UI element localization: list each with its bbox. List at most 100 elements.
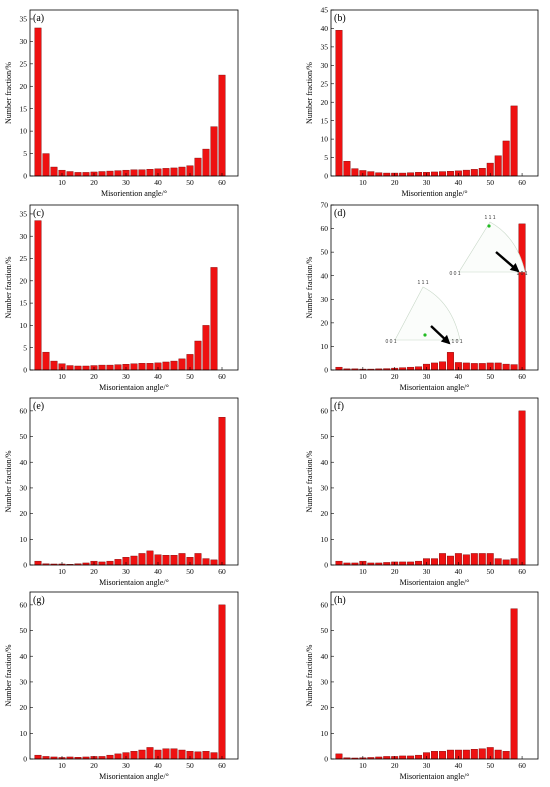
ipf-inset: 1 1 1 0 0 1 1 0 1 <box>449 215 527 277</box>
y-tick-label: 10 <box>20 535 28 544</box>
arrow <box>430 325 451 345</box>
x-tick-label: 50 <box>486 761 494 770</box>
bar <box>178 749 186 760</box>
bar <box>34 754 42 760</box>
bar <box>431 751 438 760</box>
x-tick-label: 10 <box>359 178 367 187</box>
y-tick-label: 20 <box>20 509 28 518</box>
y-tick-label: 35 <box>321 42 329 51</box>
x-tick-label: 40 <box>455 372 463 381</box>
x-tick-label: 40 <box>455 178 463 187</box>
x-tick-label: 60 <box>218 761 226 770</box>
bar <box>178 166 186 177</box>
plot-frame <box>29 591 239 760</box>
y-tick-label: 40 <box>20 652 28 661</box>
x-tick-label: 30 <box>423 761 431 770</box>
y-tick-label: 20 <box>321 98 329 107</box>
bar <box>407 561 415 566</box>
x-tick-label: 30 <box>423 178 431 187</box>
bar <box>431 558 438 566</box>
x-tick-label: 20 <box>90 178 98 187</box>
bar <box>138 169 146 177</box>
y-tick-label: 20 <box>20 82 28 91</box>
bar <box>415 172 423 177</box>
y-tick-label: 15 <box>20 299 28 308</box>
bar <box>218 604 226 760</box>
bar <box>210 267 218 371</box>
bar <box>106 364 114 371</box>
x-axis-label: Misorientaion angle/° <box>99 772 169 781</box>
y-tick-label: 40 <box>321 652 329 661</box>
panel-label: (g) <box>33 595 45 606</box>
chart-panel-4: 10 20 30 40 50 60 0 10 20 30 40 50 60 70 Misorientaion… <box>305 201 539 392</box>
bar <box>502 559 510 566</box>
bar <box>510 105 518 177</box>
y-tick-label: 30 <box>321 61 329 70</box>
y-tick-label: 0 <box>324 366 328 375</box>
panel-label: (d) <box>334 208 346 219</box>
bar <box>202 325 210 371</box>
y-tick-label: 10 <box>321 535 329 544</box>
y-tick-label: 5 <box>23 343 27 352</box>
bar <box>50 166 58 177</box>
bar <box>138 363 146 371</box>
chart-panel-5: 10 20 30 40 50 60 0 10 20 30 40 50 60 Misorientaion a… <box>4 397 239 587</box>
bar <box>146 550 154 566</box>
x-tick-label: 10 <box>359 567 367 576</box>
y-tick-label: 60 <box>321 406 329 415</box>
x-tick-label: 60 <box>218 567 226 576</box>
bar <box>502 751 510 760</box>
y-axis-label: Number fraction/% <box>305 644 314 706</box>
y-tick-label: 25 <box>321 79 329 88</box>
y-axis-label: Number fraction/% <box>4 450 13 512</box>
x-tick-label: 10 <box>58 567 66 576</box>
x-tick-label: 10 <box>359 372 367 381</box>
x-tick-label: 60 <box>218 372 226 381</box>
bar <box>194 751 202 760</box>
bar <box>178 358 186 371</box>
y-tick-label: 35 <box>20 15 28 24</box>
x-tick-label: 20 <box>90 761 98 770</box>
y-tick-label: 30 <box>20 232 28 241</box>
bar <box>218 74 226 177</box>
y-tick-label: 10 <box>321 135 329 144</box>
bar <box>130 363 138 371</box>
bar <box>66 171 74 177</box>
bar <box>194 340 202 371</box>
bar <box>42 351 50 371</box>
x-tick-label: 20 <box>391 567 399 576</box>
bar <box>106 754 114 760</box>
y-axis-label: Number fraction/% <box>4 62 13 124</box>
x-tick-label: 50 <box>186 372 194 381</box>
y-tick-label: 20 <box>20 276 28 285</box>
bar <box>407 172 415 177</box>
bar <box>194 157 202 177</box>
x-tick-label: 40 <box>154 178 162 187</box>
y-tick-label: 15 <box>321 116 329 125</box>
chart-panel-3: 10 20 30 40 50 60 0 5 10 15 20 25 30 35 Misorientaion … <box>4 204 239 392</box>
bar <box>446 555 454 566</box>
ipf-label-101: 1 0 1 <box>451 339 462 345</box>
y-axis-label: Number fraction/% <box>305 256 314 318</box>
x-tick-label: 40 <box>154 567 162 576</box>
bar <box>162 361 170 371</box>
y-tick-label: 60 <box>20 600 28 609</box>
x-axis-label: Misorientaion angle/° <box>99 383 169 392</box>
bar <box>407 366 415 371</box>
bar <box>407 755 415 760</box>
y-tick-label: 50 <box>20 626 28 635</box>
bar <box>470 749 478 760</box>
y-tick-label: 25 <box>20 59 28 68</box>
arrow <box>495 251 520 273</box>
bar <box>130 169 138 177</box>
bar <box>114 364 122 371</box>
x-tick-label: 50 <box>486 567 494 576</box>
y-tick-label: 50 <box>321 626 329 635</box>
bar <box>146 363 154 371</box>
bar <box>114 753 122 760</box>
bar <box>439 361 446 371</box>
y-tick-label: 60 <box>321 224 329 233</box>
panel-label: (f) <box>334 401 344 412</box>
x-tick-label: 60 <box>518 761 526 770</box>
bar <box>106 560 114 566</box>
